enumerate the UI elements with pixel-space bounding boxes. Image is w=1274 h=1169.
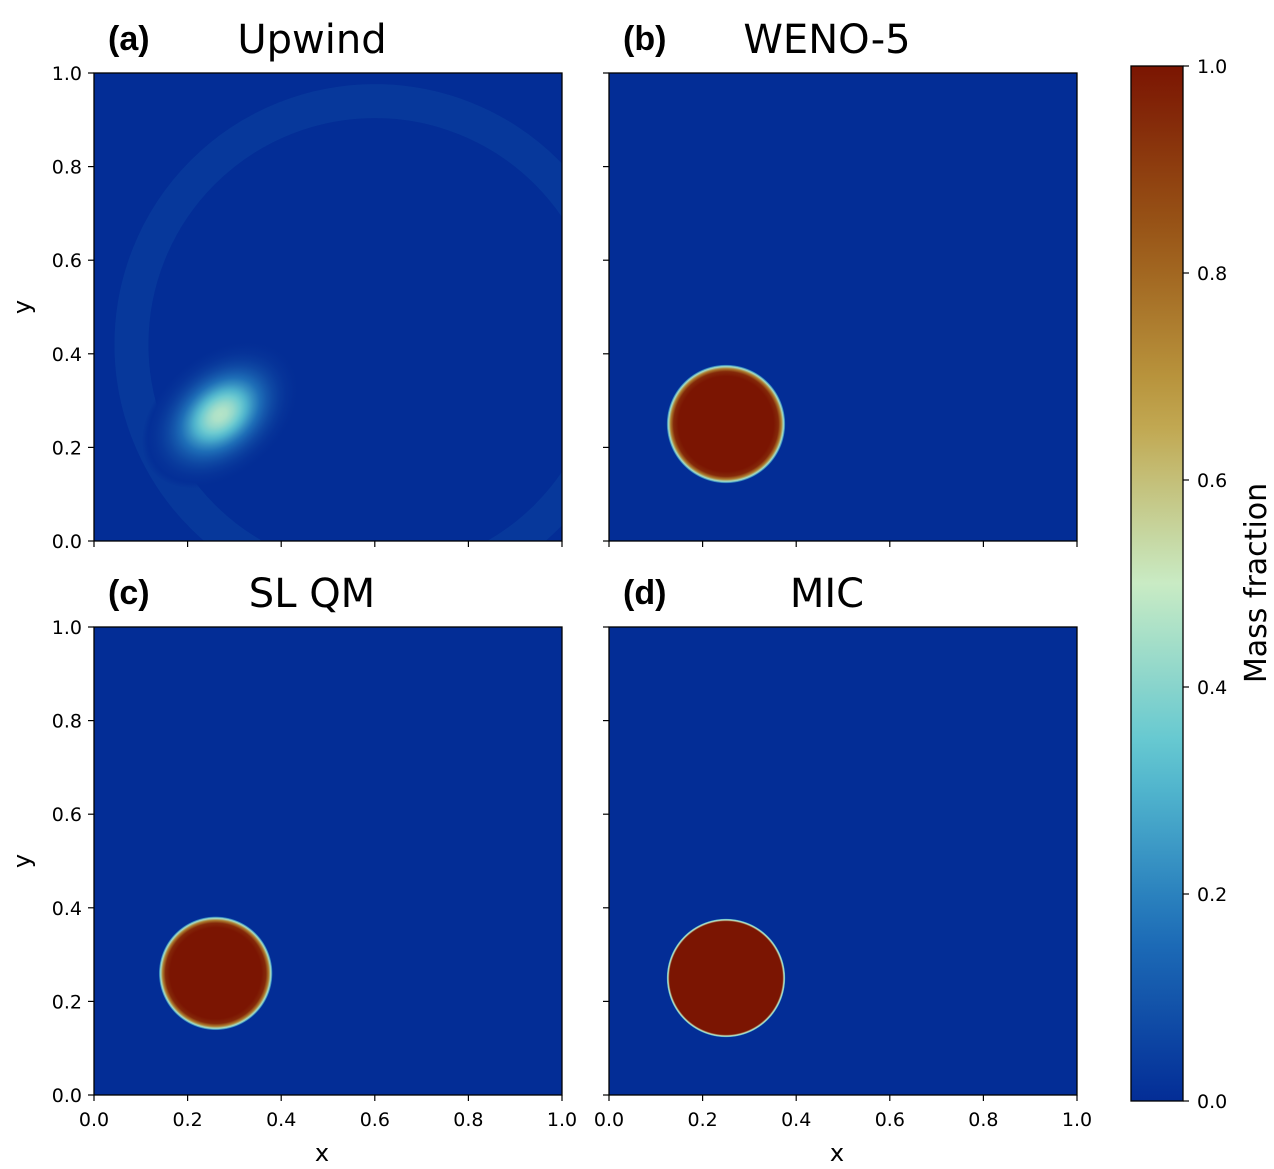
- colorbar-tick-label: 1.0: [1197, 56, 1227, 78]
- y-tick-label: 0.0: [52, 531, 82, 553]
- colorbar-gradient: [1131, 66, 1183, 1101]
- y-tick-label: 0.8: [52, 157, 82, 179]
- panel-2: (b) WENO-5: [603, 17, 1078, 547]
- panel-4: 0.0 0.2 0.4 0.6 0.8 1.0 x (d) MIC: [594, 571, 1092, 1167]
- panel-letter: (d): [623, 574, 666, 612]
- y-tick-label: 0.4: [52, 344, 82, 366]
- panel-letter: (b): [623, 20, 666, 58]
- x-axis-label: x: [830, 1139, 844, 1165]
- y-axis-label: y: [8, 854, 36, 868]
- x-tick-label: 0.8: [968, 1109, 998, 1131]
- panel-1: 0.0 0.2 0.4 0.6 0.8 1.0 y (a) Upwind: [8, 17, 563, 553]
- field-background: [609, 73, 1077, 541]
- field-content: [666, 364, 786, 484]
- panel-3: 0.0 0.2 0.4 0.6 0.8 1.0 0.0 0.2 0.4 0.6 0.8 1.0 y x (c…: [8, 571, 577, 1167]
- colorbar-frame: [1130, 65, 1184, 1102]
- y-tick-label: 0.0: [52, 1085, 82, 1107]
- x-tick-label: 1.0: [547, 1109, 577, 1131]
- panel-letter: (a): [108, 20, 150, 58]
- y-tick-label: 0.8: [52, 711, 82, 733]
- panel-title: Upwind: [237, 17, 386, 63]
- tracer-blob: [141, 340, 299, 489]
- colorbar-tick-label: 0.4: [1197, 677, 1227, 699]
- x-tick-label: 0.2: [687, 1109, 717, 1131]
- field-content: [666, 918, 786, 1038]
- x-tick-label: 1.0: [1062, 1109, 1092, 1131]
- field-content: [114, 84, 562, 541]
- x-tick-label: 0.6: [360, 1109, 390, 1131]
- colorbar-label: Mass fraction: [1239, 483, 1274, 683]
- colorbar-tick-label: 0.6: [1197, 470, 1227, 492]
- field-background: [609, 627, 1077, 1095]
- x-tick-label: 0.8: [453, 1109, 483, 1131]
- colorbar: 0.0 0.2 0.4 0.6 0.8 1.0 Mass fraction: [1130, 56, 1274, 1113]
- axes-frame: [93, 72, 563, 542]
- y-axis-label: y: [8, 300, 36, 314]
- field-background: [94, 627, 562, 1095]
- panel-letter: (c): [108, 574, 150, 612]
- x-tick-label: 0.4: [781, 1109, 811, 1131]
- colorbar-tick-label: 0.2: [1197, 884, 1227, 906]
- tracer-blob: [666, 918, 786, 1038]
- x-tick-label: 0.6: [875, 1109, 905, 1131]
- y-tick-label: 0.6: [52, 250, 82, 272]
- x-tick-label: 0.0: [594, 1109, 624, 1131]
- axes-frame: [608, 72, 1078, 542]
- y-tick-label: 0.4: [52, 898, 82, 920]
- colorbar-tick-label: 0.0: [1197, 1091, 1227, 1113]
- field-content: [158, 916, 273, 1031]
- x-tick-label: 0.0: [79, 1109, 109, 1131]
- panel-title: MIC: [790, 571, 864, 617]
- axes-frame: [608, 626, 1078, 1096]
- colorbar-tick-label: 0.8: [1197, 263, 1227, 285]
- y-tick-label: 1.0: [52, 63, 82, 85]
- y-tick-label: 0.2: [52, 437, 82, 459]
- y-tick-label: 0.2: [52, 991, 82, 1013]
- x-axis-label: x: [315, 1139, 329, 1165]
- y-tick-label: 0.6: [52, 804, 82, 826]
- panel-title: SL QM: [249, 571, 375, 617]
- x-tick-label: 0.4: [266, 1109, 296, 1131]
- tracer-blob: [158, 916, 273, 1031]
- panels-group: 0.0 0.2 0.4 0.6 0.8 1.0 y (a) Upwind (b) WENO-5 0.0…: [8, 17, 1092, 1167]
- y-tick-label: 1.0: [52, 617, 82, 639]
- axes-frame: [93, 626, 563, 1096]
- tracer-blob: [666, 364, 786, 484]
- diffusion-ring: [114, 84, 562, 541]
- panel-title: WENO-5: [743, 17, 910, 63]
- x-tick-label: 0.2: [172, 1109, 202, 1131]
